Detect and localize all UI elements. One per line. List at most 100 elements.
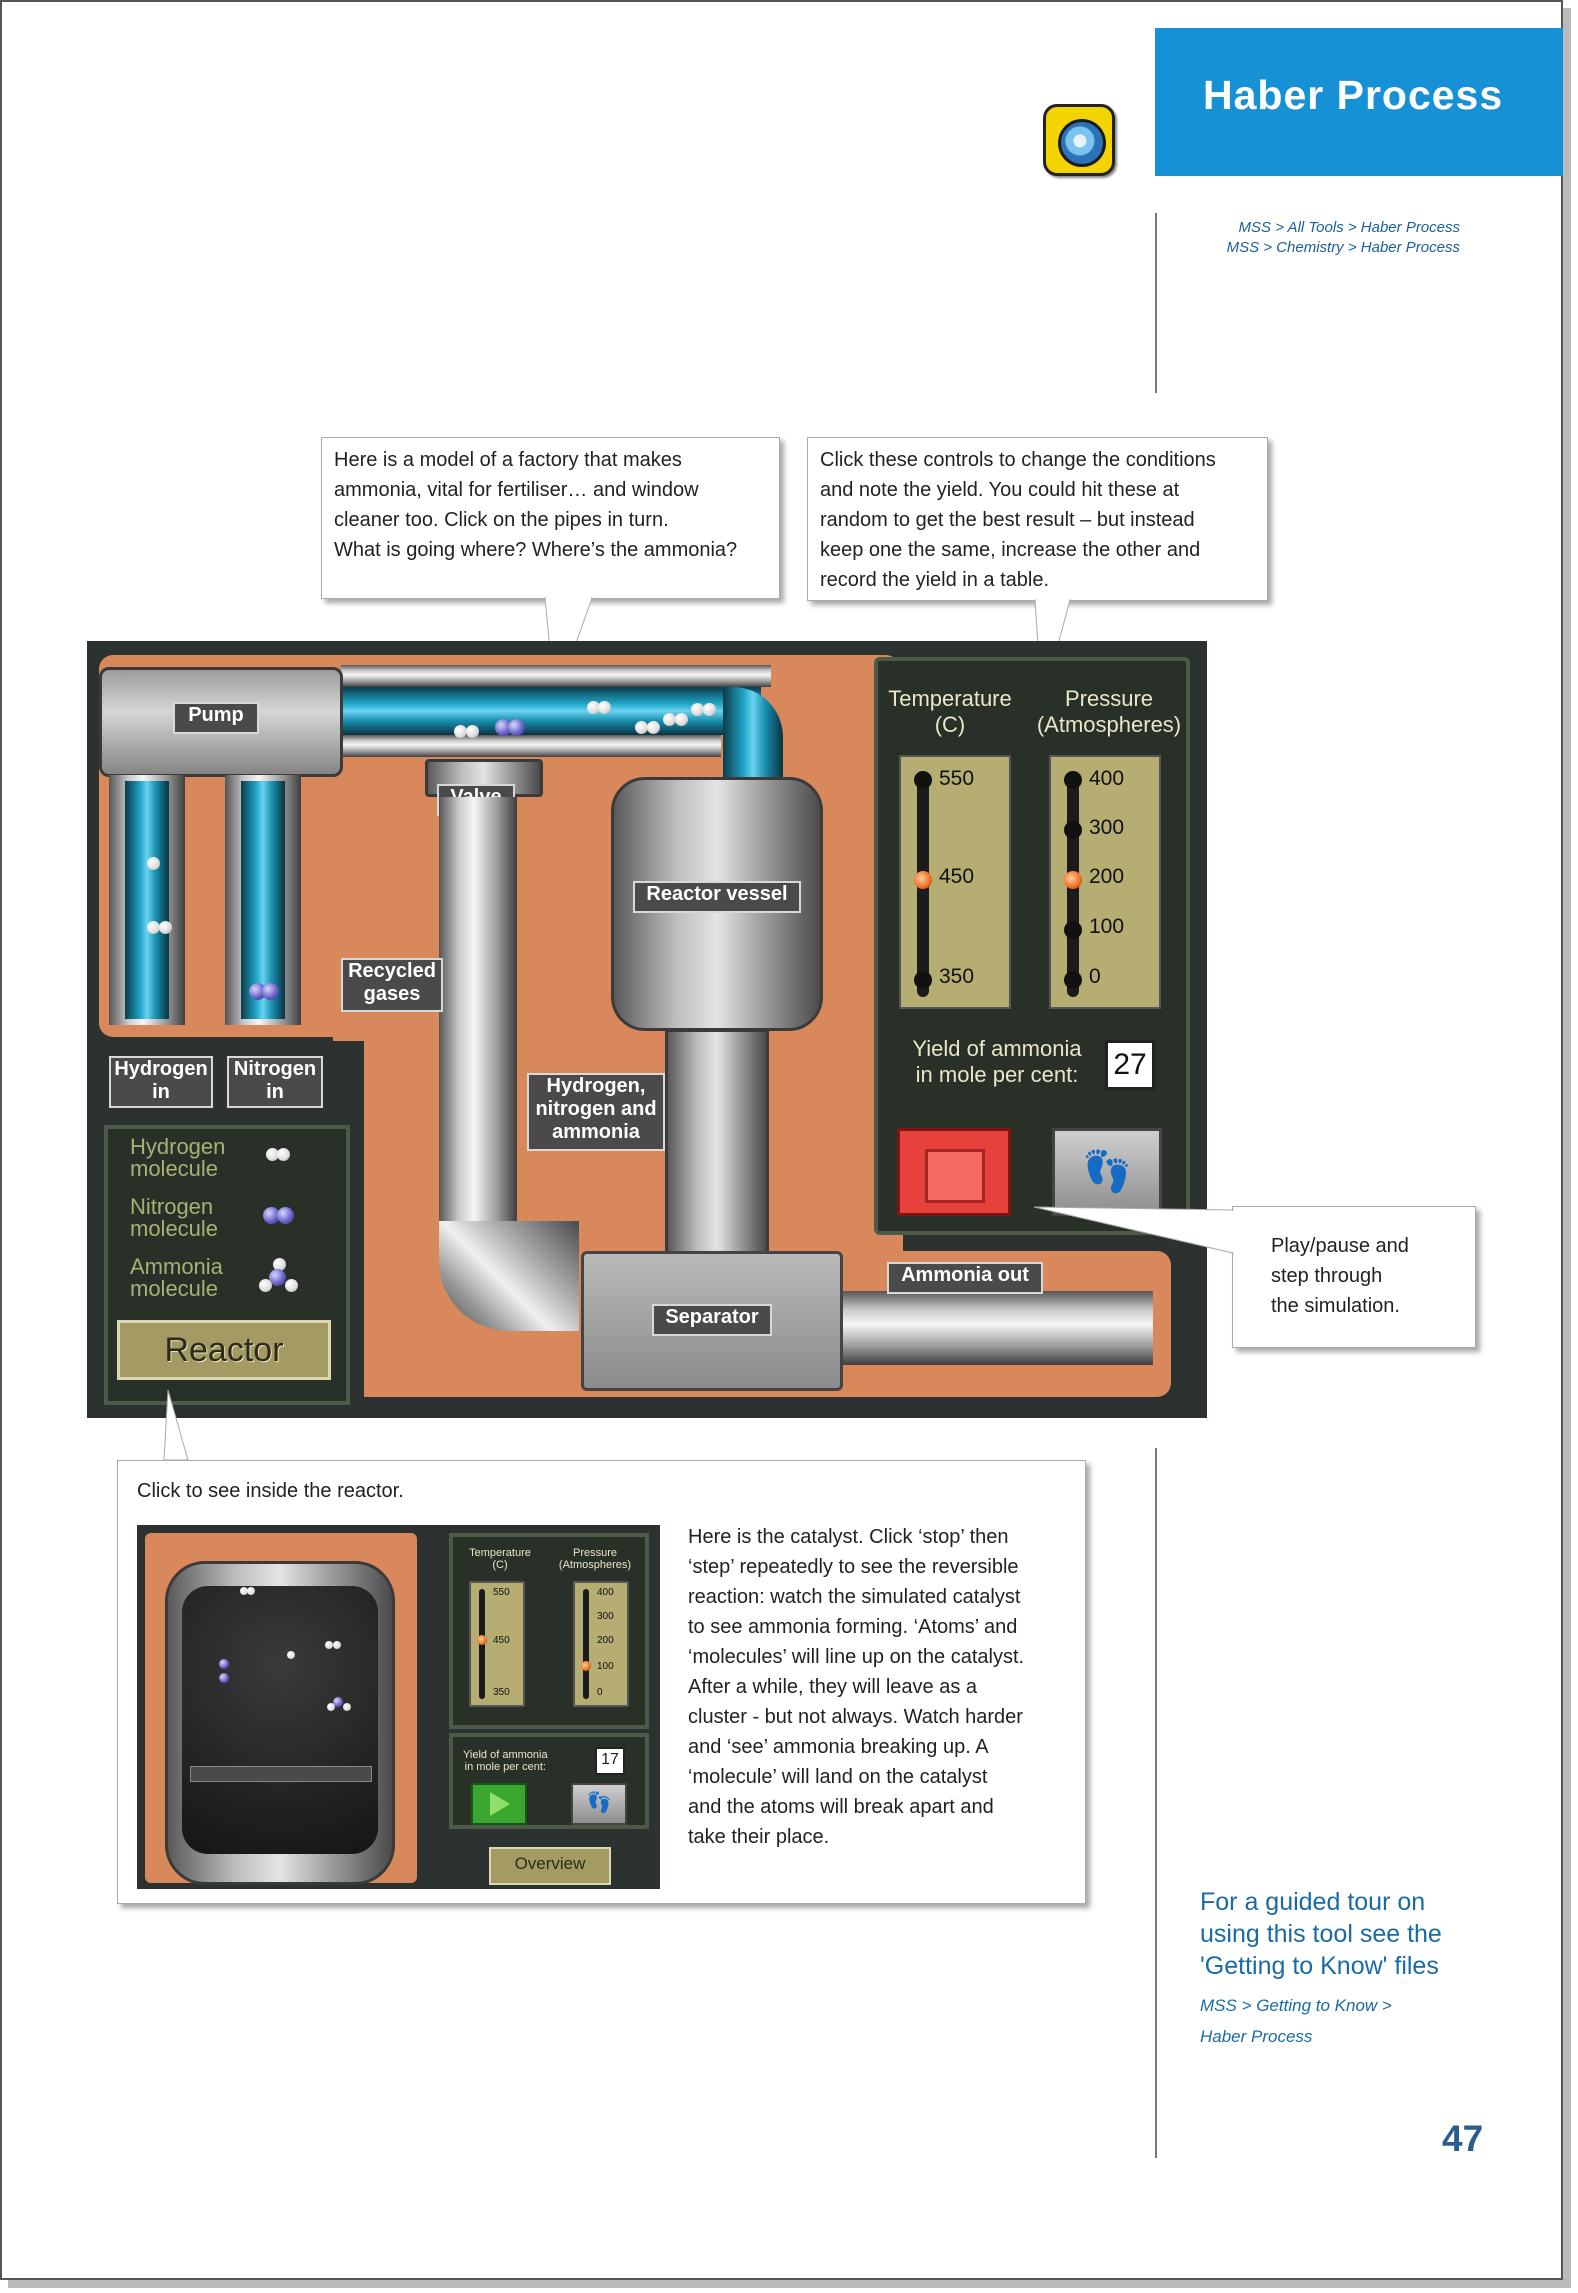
legend-ammonia: Ammonia molecule [130,1256,223,1300]
callout-line: record the yield in a table. [820,569,1050,591]
label-line: (Atmospheres) [558,1559,632,1571]
step-button[interactable]: 👣 [1052,1128,1162,1216]
note-line: For a guided tour on [1200,1888,1426,1916]
callout-line: Click these controls to change the condi… [820,449,1216,471]
label-line: molecule [130,1156,219,1181]
pipe-rim [341,665,771,687]
legend-hydrogen: Hydrogen molecule [130,1136,225,1180]
footprints-icon: 👣 [1082,1150,1132,1194]
breadcrumb-line[interactable]: MSS > Chemistry > Haber Process [1226,239,1460,256]
callout-line: keep one the same, increase the other an… [820,539,1201,561]
nitrogen-in-label: Nitrogen in [227,1056,323,1108]
pressure-knob[interactable] [1064,871,1082,889]
slider-stop[interactable] [1064,971,1082,989]
footprints-icon: 👣 [586,1792,612,1814]
pressure-tick: 300 [597,1611,614,1622]
label-line: gases [363,983,421,1005]
temperature-tick: 350 [939,965,975,988]
label-line: Ammonia [130,1254,223,1279]
breadcrumb-line[interactable]: MSS > All Tools > Haber Process [1238,219,1460,236]
note-line: 'Getting to Know' files [1200,1952,1439,1980]
pump-label: Pump [173,702,259,734]
separator-label: Separator [652,1304,772,1336]
callout-line: random to get the best result – but inst… [820,509,1195,531]
guided-tour-link[interactable]: MSS > Getting to Know > Haber Process [1200,1990,1392,2052]
link-line[interactable]: Haber Process [1200,2027,1313,2046]
label-line: Hydrogen [114,1058,208,1080]
margin-rule-top [1155,213,1157,393]
temperature-knob[interactable] [914,871,932,889]
slider-stop[interactable] [1064,821,1082,839]
callout-line: ‘molecules’ will line up on the catalyst… [688,1646,1025,1668]
callout-line: and ‘see’ ammonia breaking up. A [688,1736,989,1758]
callout-line: What is going where? Where’s the ammonia… [334,539,738,561]
callout-line: After a while, they will leave as a [688,1676,978,1698]
ammonia-out-pipe[interactable] [843,1291,1153,1365]
callout-line: and the atoms will break apart and [688,1796,994,1818]
slider-stop[interactable] [914,971,932,989]
breadcrumb: MSS > All Tools > Haber Process MSS > Ch… [1190,218,1460,258]
reactor-cutaway[interactable] [165,1561,395,1885]
inset-temperature-knob[interactable] [477,1635,487,1645]
label-line: (C) [492,1559,508,1571]
page-number: 47 [1442,2118,1484,2159]
label-line: Yield of ammonia [912,1036,1082,1061]
hydrogen-pipe-glass[interactable] [125,781,169,1019]
nitrogen-pipe-glass[interactable] [241,781,285,1019]
callout-line: ammonia, vital for fertiliser… and windo… [334,479,699,501]
callout-factory: Here is a model of a factory that makes … [321,437,780,599]
recycled-gases-label: Recycled gases [341,958,443,1012]
label-line: Pressure [1064,686,1154,711]
label-line: ammonia [552,1121,640,1143]
reactor-button[interactable]: Reactor [117,1320,331,1380]
pressure-tick: 200 [597,1635,614,1646]
callout-pointer [1033,1206,1236,1254]
slider-stop[interactable] [1064,921,1082,939]
link-line[interactable]: MSS > Getting to Know > [1200,1996,1392,2015]
callout-line: step through [1271,1265,1383,1287]
inset-pressure-label: Pressure (Atmospheres) [545,1547,645,1571]
label-line: molecule [130,1216,219,1241]
temperature-slider[interactable]: 550 450 350 [899,755,1011,1009]
page-title: Haber Process [1203,72,1504,118]
step-button[interactable]: 👣 [571,1783,627,1825]
catalyst-bed [190,1766,372,1782]
label-line: Yield of ammonia [463,1749,548,1761]
label-line: Hydrogen, [546,1075,646,1097]
pressure-tick: 100 [597,1661,614,1672]
hydrogen-in-label: Hydrogen in [109,1056,213,1108]
temperature-tick: 550 [939,767,975,790]
overview-button[interactable]: Overview [489,1847,611,1885]
temperature-tick: 450 [493,1635,510,1646]
play-button[interactable] [471,1783,527,1825]
yield-label: Yield of ammonia in mole per cent: [887,1036,1107,1088]
recycle-pipe[interactable] [439,797,517,1265]
pressure-tick: 400 [1089,767,1125,790]
label-line: in mole per cent: [915,1062,1079,1087]
reactor-inside-view: Temperature (C) Pressure (Atmospheres) 5… [137,1525,660,1889]
pressure-slider[interactable]: 400 300 200 100 0 [1049,755,1161,1009]
inset-yield-panel: Yield of ammonia in mole per cent: 17 👣 [449,1733,649,1829]
stop-icon [925,1149,985,1203]
inset-control-panel: Temperature (C) Pressure (Atmospheres) 5… [449,1533,649,1729]
label-line: Temperature [469,1547,531,1559]
inset-pressure-slider[interactable]: 400 300 200 100 0 [573,1581,629,1707]
reactor-column[interactable] [665,1029,769,1265]
pressure-tick: 100 [1089,915,1125,938]
label-line: in mole per cent: [464,1761,546,1773]
stop-button[interactable] [897,1128,1011,1216]
inset-temperature-slider[interactable]: 550 450 350 [469,1581,525,1707]
label-line: molecule [130,1276,219,1301]
callout-controls: Click these controls to change the condi… [807,437,1268,601]
temperature-label: Temperature (C) [875,686,1025,738]
cd-tool-icon [1043,104,1115,176]
slider-stop[interactable] [1064,771,1082,789]
haber-simulation: Pump Hydrogen in Nitrogen in Valve Recyc… [87,641,1207,1418]
recycle-pipe-bend[interactable] [439,1221,579,1331]
inset-pressure-knob[interactable] [581,1661,591,1671]
ammonia-out-label: Ammonia out [887,1262,1043,1294]
pressure-tick: 300 [1089,816,1125,839]
callout-line: Here is a model of a factory that makes [334,449,682,471]
slider-stop[interactable] [914,771,932,789]
callout-line: the simulation. [1271,1295,1400,1317]
